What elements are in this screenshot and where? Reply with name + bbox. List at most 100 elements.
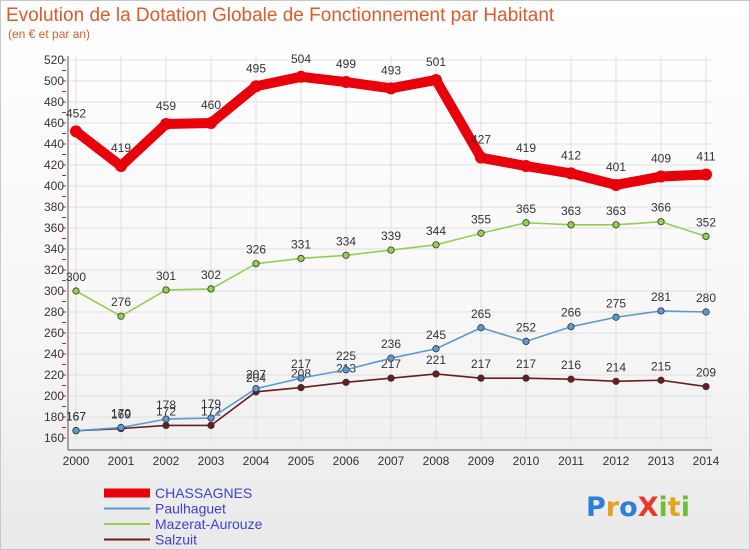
data-label: 326 xyxy=(246,243,266,257)
data-label: 495 xyxy=(246,61,266,75)
data-label: 355 xyxy=(471,212,491,226)
data-label: 401 xyxy=(606,160,626,174)
data-label: 217 xyxy=(516,357,536,371)
data-label: 178 xyxy=(156,398,176,412)
data-point xyxy=(115,160,127,173)
data-label: 504 xyxy=(291,52,311,66)
data-label: 215 xyxy=(651,359,671,373)
data-point xyxy=(477,374,485,382)
data-point xyxy=(612,221,620,229)
data-label: 245 xyxy=(426,328,446,342)
data-label: 499 xyxy=(336,57,356,71)
data-label: 265 xyxy=(471,307,491,321)
data-label: 366 xyxy=(651,201,671,215)
data-label: 419 xyxy=(111,141,131,155)
logo-letter: o xyxy=(619,492,638,523)
data-label: 252 xyxy=(516,320,536,334)
logo-text: ProXiti xyxy=(586,492,690,523)
data-point xyxy=(657,218,665,226)
x-tick-label: 2011 xyxy=(558,454,584,468)
data-label: 363 xyxy=(606,204,626,218)
data-label: 225 xyxy=(336,349,356,363)
x-tick-label: 2014 xyxy=(693,454,720,468)
data-label: 300 xyxy=(66,270,86,284)
data-point xyxy=(252,385,260,393)
data-label: 167 xyxy=(66,410,86,424)
data-label: 217 xyxy=(471,357,491,371)
logo-letter: P xyxy=(586,492,606,523)
data-point xyxy=(342,251,350,259)
data-point xyxy=(340,76,352,89)
y-tick-label: 340 xyxy=(44,242,64,256)
y-tick-label: 300 xyxy=(44,284,64,298)
data-label: 302 xyxy=(201,268,221,282)
data-point xyxy=(522,374,530,382)
data-label: 411 xyxy=(696,149,715,163)
y-tick-label: 500 xyxy=(44,74,64,88)
chart-subtitle: (en € et par an) xyxy=(8,27,90,41)
data-label: 459 xyxy=(156,99,176,113)
data-point xyxy=(297,374,305,382)
axes: 1601802002202402602803003203403603804004… xyxy=(44,53,720,468)
data-point xyxy=(432,241,440,249)
data-label: 275 xyxy=(606,296,626,310)
data-label: 221 xyxy=(426,353,446,367)
y-tick-label: 240 xyxy=(44,347,64,361)
data-point xyxy=(162,421,170,429)
data-point xyxy=(387,246,395,254)
data-point xyxy=(297,254,305,263)
data-label: 493 xyxy=(381,63,401,77)
y-tick-label: 200 xyxy=(44,389,64,403)
data-point xyxy=(430,73,442,86)
data-label: 280 xyxy=(696,291,716,305)
data-point xyxy=(342,378,350,386)
data-label: 344 xyxy=(426,224,446,238)
data-label: 363 xyxy=(561,204,581,218)
x-tick-label: 2012 xyxy=(603,454,630,468)
data-point xyxy=(432,370,440,378)
data-point xyxy=(72,287,80,295)
y-tick-label: 280 xyxy=(44,305,64,319)
x-tick-label: 2005 xyxy=(288,454,315,468)
data-point xyxy=(250,80,262,93)
legend-label: Salzuit xyxy=(155,532,197,548)
data-label: 427 xyxy=(471,133,491,147)
y-tick-label: 420 xyxy=(44,158,64,172)
data-point xyxy=(612,377,620,385)
data-label: 214 xyxy=(606,360,626,374)
data-point xyxy=(207,414,215,422)
x-tick-label: 2002 xyxy=(153,454,180,468)
y-tick-label: 440 xyxy=(44,137,64,151)
x-tick-label: 2006 xyxy=(333,454,360,468)
x-tick-label: 2013 xyxy=(648,454,675,468)
logo-letter: t xyxy=(668,492,681,523)
data-label: 460 xyxy=(201,98,221,112)
legend-label: Mazerat-Aurouze xyxy=(155,516,263,532)
x-tick-label: 2003 xyxy=(198,454,225,468)
series-salzuit: 1671691721722042082132172212172172162142… xyxy=(66,353,716,435)
series-mazerat-aurouze: 300 276 301 302 326 331 334 339 344 355 365 363 363 3… xyxy=(66,201,716,320)
data-label: 216 xyxy=(561,358,581,372)
data-label: 217 xyxy=(291,357,311,371)
data-point xyxy=(342,366,350,374)
data-label: 276 xyxy=(111,295,131,309)
data-point xyxy=(117,423,125,432)
data-point xyxy=(522,219,530,227)
x-tick-label: 2009 xyxy=(468,454,495,468)
data-point xyxy=(477,324,485,332)
data-label: 167 xyxy=(66,410,86,424)
data-label: 412 xyxy=(561,148,581,162)
x-tick-label: 2000 xyxy=(63,454,90,468)
data-point xyxy=(610,178,622,191)
x-tick-label: 2008 xyxy=(423,454,450,468)
y-tick-label: 400 xyxy=(44,179,64,193)
data-point xyxy=(655,170,667,183)
x-tick-label: 2001 xyxy=(108,454,135,468)
data-point xyxy=(385,82,397,95)
data-label: 281 xyxy=(651,290,671,304)
series-paulhaguet: 167 170 178 179 207 217 225 236 245 265 252 266 275 2… xyxy=(66,290,716,435)
y-tick-label: 180 xyxy=(44,410,64,424)
y-tick-label: 480 xyxy=(44,95,64,109)
